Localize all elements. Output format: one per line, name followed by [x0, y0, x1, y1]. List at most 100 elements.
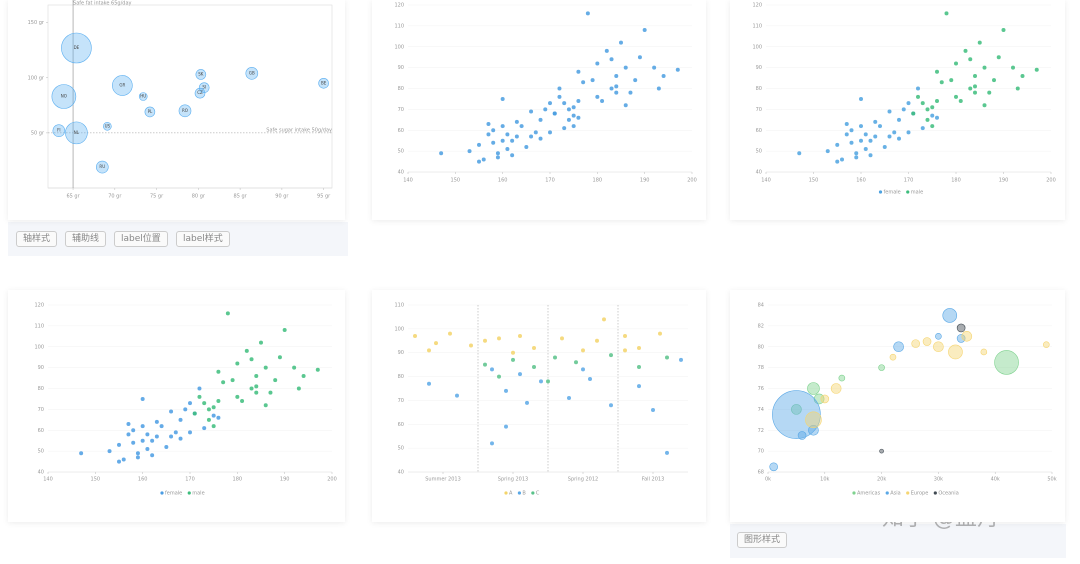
point	[495, 151, 500, 156]
point	[263, 365, 268, 370]
point	[140, 424, 145, 429]
y-tick-label: 70	[756, 107, 762, 113]
point	[145, 447, 150, 452]
point	[930, 113, 935, 118]
button[interactable]: label样式	[176, 231, 230, 247]
bubble-label: RO	[182, 108, 188, 113]
bubble	[922, 337, 932, 346]
y-tick-label: 80	[38, 386, 44, 392]
y-tick-label: 90	[756, 65, 762, 71]
point	[825, 149, 830, 154]
point	[532, 345, 536, 350]
chart-card	[730, 290, 1065, 522]
legend-swatch	[878, 190, 883, 194]
point	[844, 132, 849, 137]
bubble	[948, 344, 963, 360]
point	[490, 441, 494, 446]
point	[897, 117, 901, 122]
legend-swatch	[852, 491, 856, 495]
point	[514, 134, 519, 139]
point	[581, 348, 585, 353]
bubble	[911, 339, 920, 348]
point	[533, 130, 538, 135]
legend-swatch	[160, 491, 164, 495]
button[interactable]: 轴样式	[16, 231, 58, 247]
button[interactable]: label位置	[114, 231, 168, 247]
point	[968, 57, 973, 62]
point	[543, 107, 548, 112]
point	[504, 424, 508, 429]
x-tick-label: 150	[809, 178, 819, 184]
x-tick-label: 140	[761, 178, 771, 184]
point	[504, 388, 508, 393]
legend-swatch	[906, 491, 910, 495]
point	[505, 132, 510, 137]
point	[525, 400, 529, 405]
point	[651, 407, 655, 412]
y-tick-label: 70	[398, 398, 404, 404]
y-tick-label: 150 gr	[28, 20, 45, 26]
bubble	[879, 448, 884, 454]
point	[637, 345, 641, 350]
point	[292, 365, 297, 370]
button[interactable]: 图形样式	[737, 532, 788, 548]
point	[197, 386, 202, 391]
point	[581, 80, 586, 85]
y-tick-label: 82	[758, 323, 764, 329]
point	[854, 155, 859, 160]
point	[619, 40, 623, 45]
y-tick-label: 78	[758, 365, 764, 371]
point	[887, 109, 892, 114]
y-tick-label: 100	[752, 44, 762, 50]
point	[878, 124, 882, 129]
bubble	[791, 404, 802, 415]
point	[519, 124, 524, 129]
point	[571, 113, 576, 118]
point	[518, 372, 522, 377]
point	[511, 350, 515, 355]
bubble-label: GR	[119, 82, 125, 87]
point	[448, 331, 452, 336]
x-tick-label: 80 gr	[192, 194, 206, 200]
point	[173, 430, 178, 435]
x-tick-label: 0k	[765, 477, 771, 483]
point	[614, 84, 619, 89]
x-tick-label: 150	[451, 178, 461, 184]
y-tick-label: 90	[38, 365, 44, 371]
point	[844, 121, 849, 126]
point	[614, 90, 619, 95]
point	[609, 403, 613, 408]
point	[562, 101, 567, 106]
y-tick-label: 50	[38, 449, 44, 455]
point	[497, 336, 501, 341]
point	[491, 128, 496, 133]
point	[602, 317, 606, 322]
y-tick-label: 100	[34, 344, 44, 350]
point	[665, 450, 669, 455]
point	[949, 78, 954, 83]
point	[973, 90, 977, 95]
x-tick-label: 180	[233, 477, 243, 483]
point	[277, 355, 282, 360]
reference-label: Safe fat intake 65g/day	[73, 1, 131, 7]
point	[571, 105, 576, 110]
chart-card	[372, 0, 706, 220]
point	[566, 107, 571, 112]
bubble	[51, 84, 77, 109]
point	[954, 94, 958, 99]
bubble	[808, 424, 819, 436]
button[interactable]: 辅助线	[65, 231, 107, 247]
point	[576, 69, 581, 74]
x-tick-label: Spring 2012	[568, 477, 598, 483]
point	[126, 421, 131, 426]
point	[117, 459, 121, 464]
point	[628, 90, 633, 95]
bubble	[933, 341, 944, 353]
y-tick-label: 80	[756, 86, 762, 92]
point	[548, 101, 552, 106]
point	[518, 334, 522, 339]
y-tick-label: 100 gr	[28, 75, 45, 81]
x-tick-label: 95 gr	[317, 194, 331, 200]
point	[235, 394, 240, 399]
